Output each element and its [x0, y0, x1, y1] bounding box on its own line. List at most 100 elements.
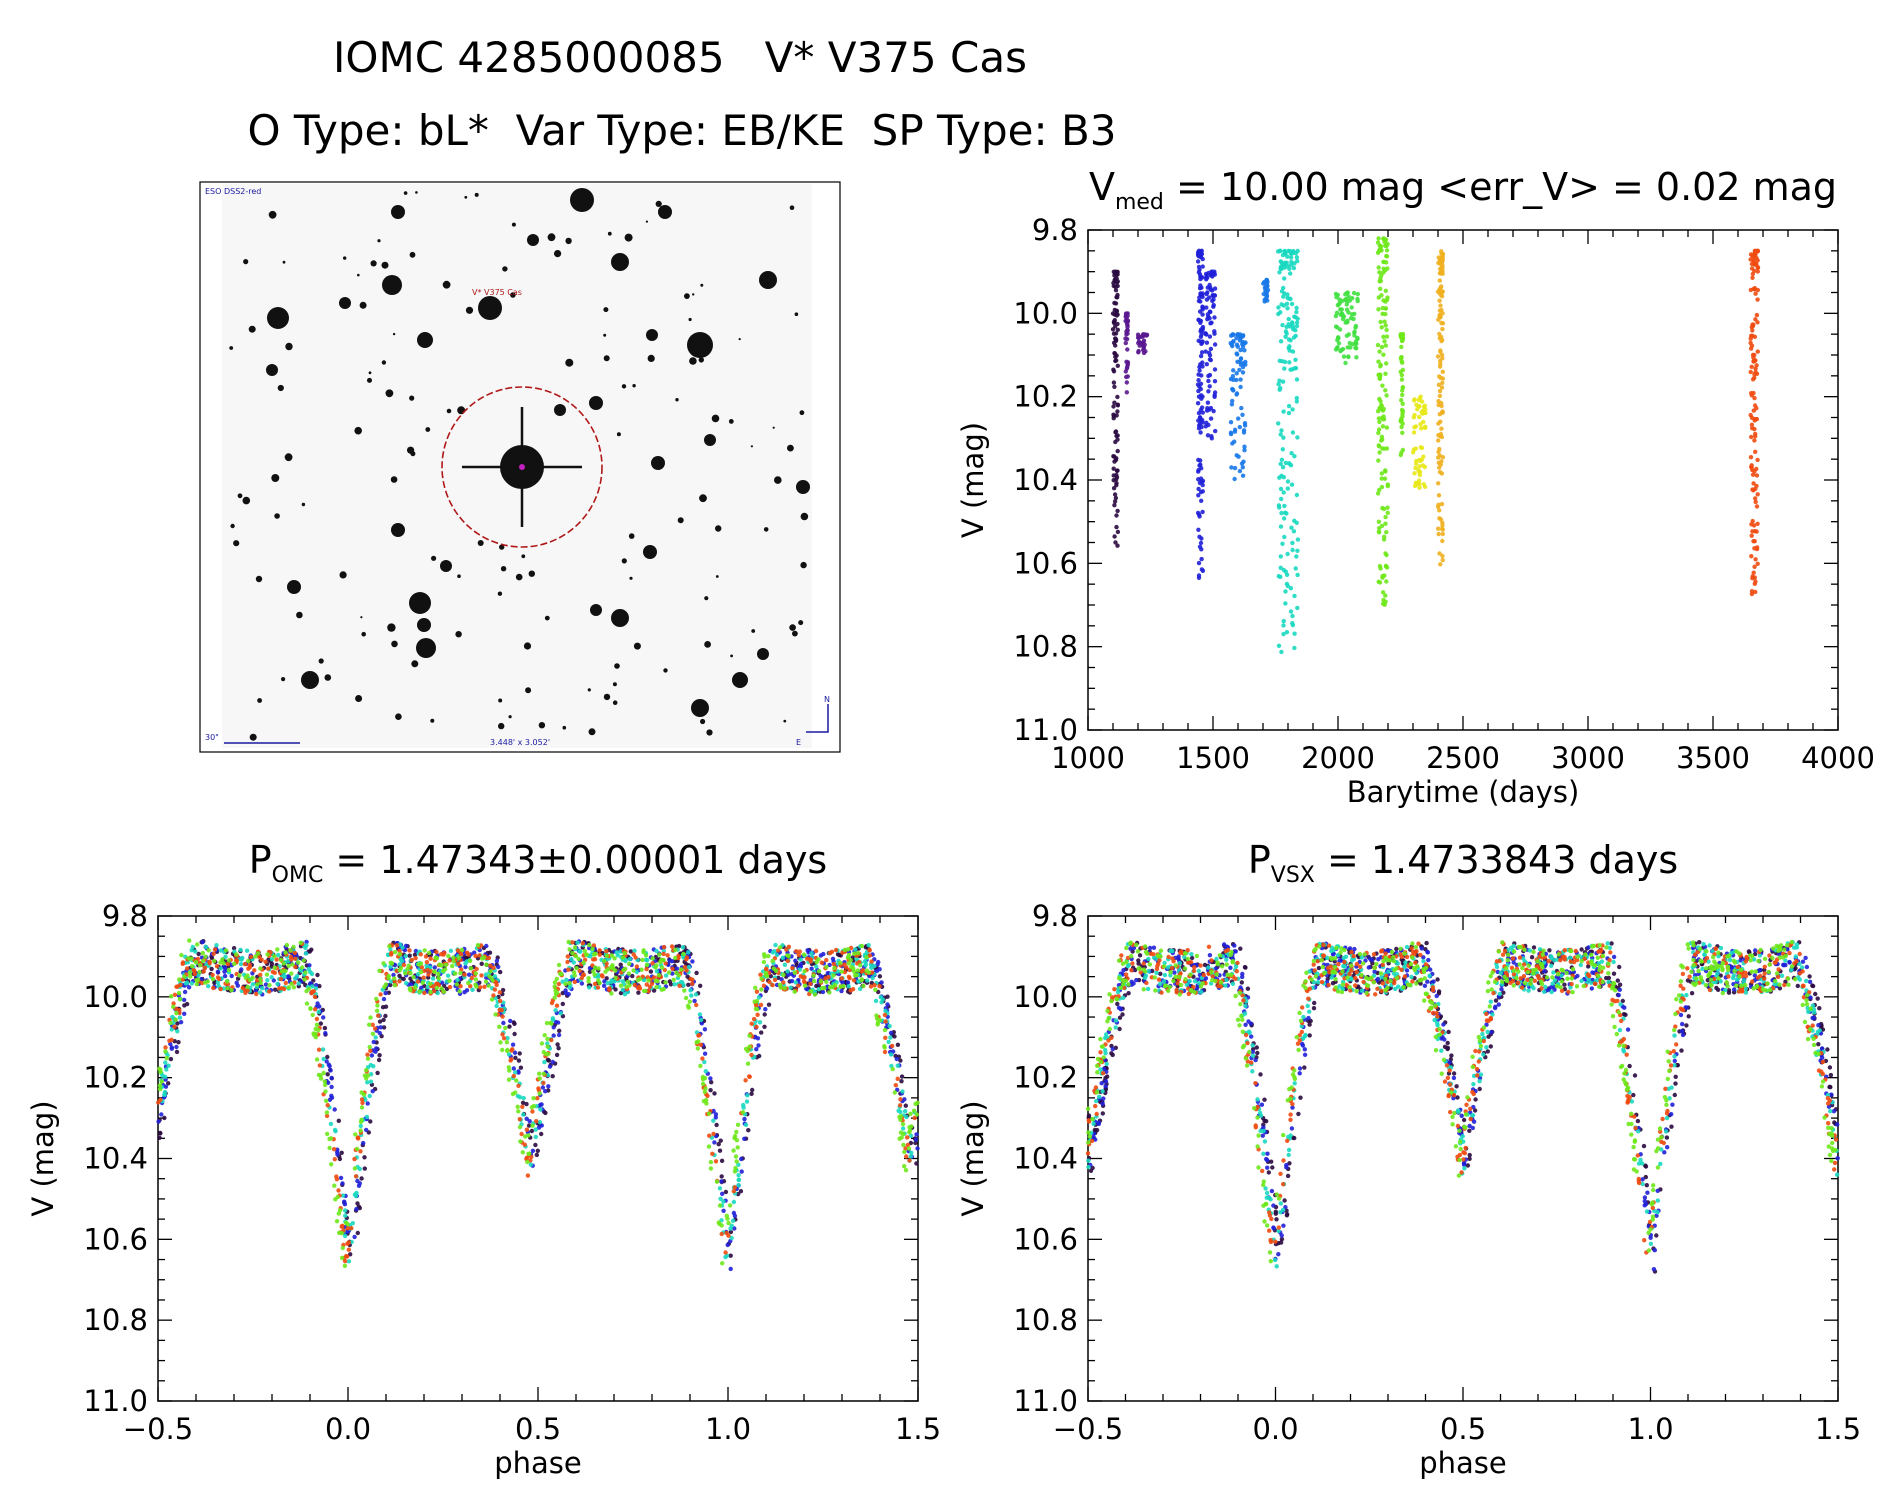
field-star: [276, 321, 281, 327]
data-point: [1208, 287, 1213, 292]
data-point: [1278, 486, 1284, 492]
data-point: [203, 944, 209, 950]
data-point: [1111, 404, 1116, 409]
data-point: [1208, 416, 1214, 421]
data-point: [1334, 295, 1339, 300]
data-point: [597, 980, 602, 986]
y-tick-label: 10.0: [1013, 980, 1078, 1014]
data-point: [745, 1048, 750, 1054]
data-point: [269, 961, 275, 966]
data-point: [718, 1138, 723, 1143]
data-point: [846, 984, 851, 989]
data-point: [1379, 438, 1384, 443]
field-star: [391, 523, 405, 537]
data-point: [1439, 338, 1444, 344]
field-star: [675, 398, 679, 402]
data-point: [511, 1073, 516, 1079]
field-star: [715, 575, 719, 578]
data-point: [1294, 377, 1300, 382]
data-point: [1242, 423, 1248, 428]
data-point: [883, 1035, 888, 1041]
data-point: [1379, 476, 1384, 481]
data-point: [327, 1063, 332, 1069]
data-point: [1285, 479, 1291, 484]
data-point: [1344, 333, 1350, 338]
data-point: [700, 1056, 705, 1061]
data-point: [901, 1142, 906, 1148]
data-point: [1379, 344, 1385, 350]
data-point: [478, 985, 483, 990]
data-point: [200, 939, 205, 945]
data-point: [1199, 536, 1204, 541]
data-point: [182, 997, 187, 1003]
data-point: [554, 1052, 560, 1058]
field-star: [628, 533, 635, 539]
data-point: [1422, 983, 1428, 988]
data-point: [602, 959, 607, 964]
data-point: [694, 1040, 699, 1045]
data-point: [367, 1044, 372, 1050]
data-point: [238, 961, 244, 967]
sky-thumbnail: ESO DSS2-red V* V375 Cas 30" 3.448' x 3.…: [199, 181, 841, 753]
field-star: [407, 446, 415, 454]
data-point: [329, 1084, 334, 1090]
data-point: [706, 1111, 712, 1116]
data-point: [273, 987, 278, 992]
data-point: [1284, 511, 1289, 516]
data-point: [711, 1108, 716, 1114]
data-point: [1754, 363, 1759, 368]
data-point: [1112, 384, 1117, 389]
data-point: [604, 976, 609, 981]
data-point: [1198, 299, 1203, 304]
data-point: [1673, 1074, 1678, 1080]
data-point: [845, 947, 851, 952]
data-point: [1282, 503, 1287, 509]
data-point: [1547, 948, 1552, 953]
data-point: [1294, 255, 1300, 260]
data-point: [312, 994, 318, 999]
field-star: [751, 629, 756, 633]
data-point: [592, 972, 597, 977]
data-point: [1115, 403, 1121, 408]
data-point: [883, 1019, 888, 1024]
data-point: [545, 1044, 550, 1049]
field-star: [474, 192, 479, 197]
data-point: [439, 963, 444, 968]
data-point: [376, 1013, 381, 1018]
data-point: [1200, 264, 1205, 269]
data-point: [1440, 311, 1445, 316]
data-point: [397, 952, 402, 957]
data-point: [310, 1012, 315, 1018]
data-point: [1697, 940, 1702, 945]
data-point: [289, 971, 294, 976]
data-point: [729, 1235, 734, 1241]
x-tick-label: 0.5: [1440, 1412, 1486, 1446]
field-star: [616, 432, 621, 437]
data-point: [1235, 332, 1241, 337]
data-point: [564, 977, 569, 982]
data-point: [1454, 1084, 1459, 1089]
data-point: [367, 1093, 372, 1099]
data-point: [641, 949, 646, 955]
data-point: [903, 1146, 908, 1151]
data-point: [325, 1054, 330, 1060]
data-point: [1113, 343, 1118, 348]
data-point: [352, 1166, 358, 1171]
data-point: [698, 1063, 703, 1069]
data-point: [1381, 352, 1386, 357]
data-point: [1277, 475, 1282, 480]
data-point: [1278, 339, 1284, 344]
y-axis-label: V (mag): [26, 1100, 60, 1216]
data-point: [311, 978, 316, 983]
data-point: [1816, 1042, 1821, 1047]
data-point: [323, 1089, 328, 1094]
data-point: [1277, 270, 1282, 275]
x-tick-label: −0.5: [123, 1412, 193, 1446]
data-point: [571, 970, 577, 975]
data-point: [407, 948, 412, 953]
data-point: [719, 1179, 724, 1184]
data-point: [1343, 320, 1348, 325]
data-point: [1292, 454, 1297, 459]
data-point: [489, 997, 495, 1002]
data-point: [177, 977, 182, 982]
